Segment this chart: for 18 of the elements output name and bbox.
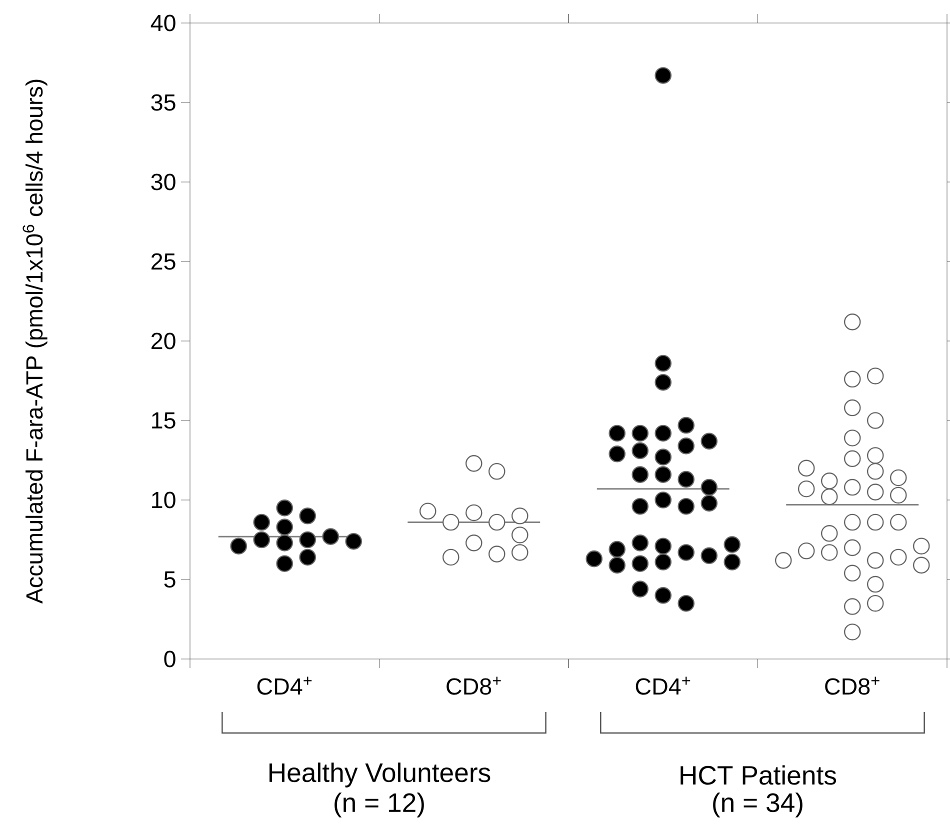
y-tick-label: 15: [152, 412, 176, 429]
x-tick-label: CD4$^{+}$: [257, 676, 312, 695]
text: (n = 34): [713, 792, 802, 818]
y-axis-title: Accumulated F-ara-ATP (pmol/1x10$^{6}$ cells/4 hours): [22, 80, 48, 604]
x-axis-title: HCT Patients: [680, 765, 836, 785]
y-tick-label: 5: [164, 571, 176, 588]
y-tick-label: 35: [151, 94, 176, 111]
y-tick-label: 0: [164, 650, 176, 668]
y-tick-label: 30: [151, 174, 176, 190]
y-tick-label: 40: [150, 14, 176, 32]
x-tick-label: CD8$^{+}$: [825, 676, 880, 695]
x-tick-label: CD4$^{+}$: [636, 676, 690, 695]
x-tick-label: CD8$^{+}$: [446, 676, 501, 695]
y-tick-label: 10: [152, 492, 176, 508]
y-tick-label: 20: [152, 332, 176, 350]
text: (n = 12): [334, 792, 424, 818]
x-axis-title: Healthy Volunteers: [270, 762, 490, 788]
y-tick-label: 25: [152, 253, 176, 270]
